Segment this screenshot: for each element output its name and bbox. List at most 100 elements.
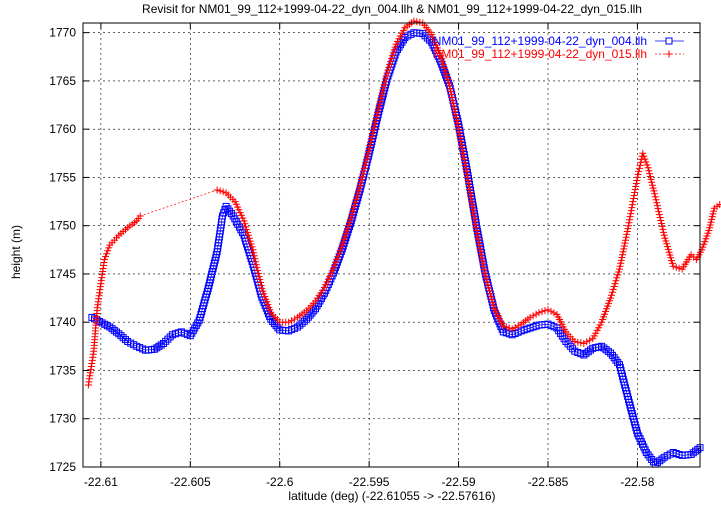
data-point (653, 199, 661, 207)
legend-label: NM01_99_112+1999-04-22_dyn_004.llh (433, 34, 647, 48)
data-point (449, 96, 457, 104)
data-point (640, 152, 648, 160)
data-point (675, 264, 683, 272)
data-point (463, 170, 471, 178)
data-point (257, 282, 265, 289)
data-point (157, 341, 165, 349)
data-point (526, 313, 534, 321)
plot-frame (82, 22, 701, 468)
data-point (254, 267, 262, 275)
data-point (332, 258, 340, 266)
data-point (620, 242, 628, 250)
data-point (115, 330, 123, 338)
data-point (654, 205, 662, 213)
data-point (607, 349, 615, 357)
data-point (629, 198, 637, 206)
data-point (607, 294, 615, 302)
data-point (608, 291, 615, 299)
data-point (574, 338, 582, 346)
data-point (472, 227, 480, 234)
data-point (480, 266, 488, 274)
data-point (450, 102, 458, 110)
data-point (562, 338, 570, 345)
data-point (373, 112, 381, 120)
data-point (291, 315, 299, 323)
y-axis-label: height (m) (9, 225, 23, 279)
data-point (532, 310, 540, 318)
data-point (453, 117, 461, 124)
data-point (477, 251, 485, 259)
data-point (162, 337, 170, 345)
data-point (580, 340, 588, 347)
data-point (306, 311, 314, 319)
x-axis-label: latitude (deg) (-22.61055 -> -22.57616) (288, 489, 495, 503)
data-point (619, 248, 627, 256)
data-point (381, 78, 389, 86)
data-point (243, 226, 251, 234)
data-point (352, 196, 360, 204)
data-point (389, 49, 397, 57)
data-point (226, 207, 234, 215)
data-point (160, 340, 167, 347)
data-point (353, 193, 361, 201)
data-point (621, 239, 629, 247)
data-point (442, 70, 450, 78)
data-point (348, 210, 356, 218)
data-point (628, 204, 636, 212)
data-point (254, 270, 262, 278)
data-point (481, 269, 489, 277)
data-point (387, 58, 395, 66)
data-point (642, 158, 650, 166)
data-point (478, 254, 486, 262)
data-point (633, 177, 641, 184)
data-point (272, 322, 280, 330)
data-point (366, 142, 374, 149)
data-point (383, 69, 391, 77)
data-point (454, 122, 462, 130)
data-point (672, 263, 680, 271)
data-point (104, 247, 112, 255)
data-point (490, 302, 497, 310)
data-point (616, 262, 624, 270)
data-point (479, 260, 487, 268)
legend-marker (665, 50, 673, 58)
data-point (462, 164, 470, 172)
data-point (639, 149, 647, 157)
grid (83, 23, 700, 468)
data-point (451, 108, 459, 116)
x-tick-label: -22.59 (442, 475, 476, 489)
data-point (437, 52, 445, 60)
data-point (658, 220, 665, 227)
data-point (641, 155, 649, 163)
data-point (623, 228, 631, 235)
data-point (461, 158, 469, 166)
data-point (369, 130, 377, 138)
data-point (456, 134, 464, 142)
data-point (336, 247, 344, 255)
data-point (632, 183, 640, 190)
data-point (487, 293, 495, 301)
data-point (439, 58, 446, 66)
data-point (367, 136, 375, 144)
data-point (612, 277, 620, 285)
data-point (438, 55, 446, 63)
data-point (450, 105, 458, 113)
data-point (356, 181, 364, 189)
x-tick-label: -22.605 (170, 475, 211, 489)
data-point (241, 220, 249, 228)
data-point (350, 204, 358, 212)
data-point (645, 167, 653, 175)
data-point (635, 167, 643, 175)
data-point (102, 253, 109, 261)
series-line (91, 32, 701, 465)
data-point (660, 228, 667, 236)
data-point (447, 90, 455, 98)
data-point (651, 190, 659, 198)
data-point (416, 18, 424, 26)
data-point (625, 219, 633, 227)
data-point (247, 240, 255, 248)
data-point (634, 170, 642, 178)
y-tick-label: 1730 (49, 412, 76, 426)
data-point (439, 61, 447, 69)
data-point (635, 164, 643, 172)
